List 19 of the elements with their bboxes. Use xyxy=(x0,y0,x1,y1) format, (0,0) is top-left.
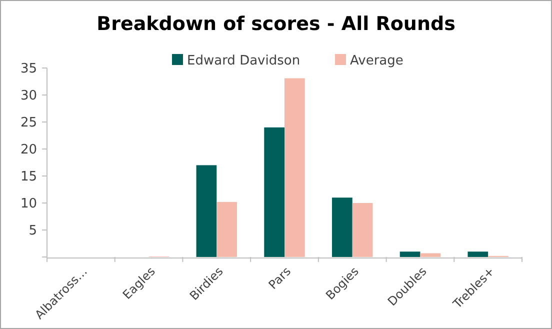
legend-label: Average xyxy=(350,54,404,69)
y-tick-label: 35 xyxy=(20,62,37,77)
bar xyxy=(352,203,373,257)
legend-label: Edward Davidson xyxy=(187,54,300,69)
bar xyxy=(468,252,488,257)
y-tick-label: 15 xyxy=(20,170,37,185)
bar xyxy=(216,202,237,257)
bar xyxy=(264,127,284,257)
y-tick-label: 5 xyxy=(28,224,37,239)
y-tick-label: 30 xyxy=(20,88,37,104)
y-tick-label: 25 xyxy=(20,116,37,131)
bar xyxy=(196,165,217,257)
bar xyxy=(284,78,305,257)
bar xyxy=(400,252,420,257)
bar xyxy=(332,198,352,257)
y-tick-label: 20 xyxy=(20,142,37,158)
chart-title: Breakdown of scores - All Rounds xyxy=(96,13,456,35)
bar xyxy=(420,253,441,257)
y-tick-label: 10 xyxy=(20,196,37,212)
